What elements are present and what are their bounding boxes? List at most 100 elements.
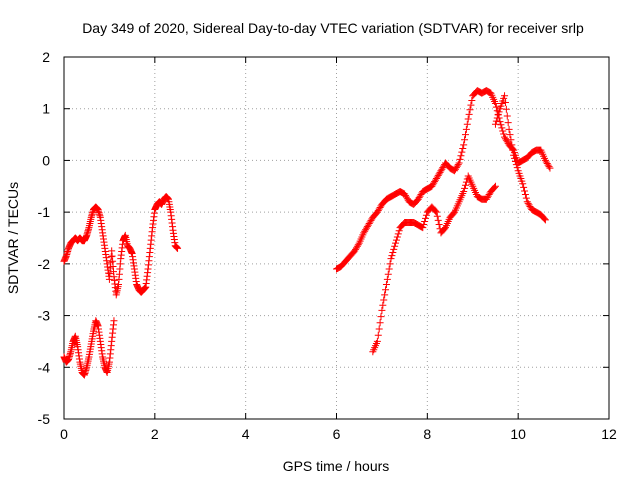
data-point xyxy=(393,233,401,241)
data-point xyxy=(508,141,516,149)
x-tick-label: 4 xyxy=(242,426,250,442)
data-point xyxy=(354,241,362,249)
data-point xyxy=(511,154,519,162)
data-point xyxy=(382,281,390,289)
data-point xyxy=(430,179,438,187)
data-point xyxy=(414,195,422,203)
data-point xyxy=(433,212,441,220)
data-point xyxy=(453,162,461,170)
data-point xyxy=(435,221,443,229)
data-point xyxy=(496,118,504,126)
data-point xyxy=(461,181,469,189)
data-point xyxy=(460,141,468,149)
x-tick-label: 8 xyxy=(423,426,431,442)
data-point xyxy=(376,319,384,327)
y-tick-label: -3 xyxy=(38,308,51,324)
data-point xyxy=(432,207,440,215)
data-point xyxy=(485,191,493,199)
data-point xyxy=(451,165,459,173)
series-srlp-b xyxy=(60,317,118,379)
data-point xyxy=(541,215,549,223)
x-tick-label: 10 xyxy=(510,426,526,442)
data-point xyxy=(432,208,440,216)
data-point xyxy=(363,223,371,231)
y-tick-label: -4 xyxy=(38,359,51,375)
data-point xyxy=(458,148,466,156)
data-points xyxy=(60,87,554,379)
data-point xyxy=(373,208,381,216)
data-point xyxy=(402,192,410,200)
x-tick-label: 12 xyxy=(601,426,617,442)
data-point xyxy=(492,117,500,125)
data-point xyxy=(367,216,375,224)
y-tick-label: 1 xyxy=(42,101,50,117)
data-point xyxy=(502,136,510,144)
data-point xyxy=(362,224,370,232)
chart-title: Day 349 of 2020, Sidereal Day-to-day VTE… xyxy=(82,20,584,36)
data-point xyxy=(543,160,551,168)
data-point xyxy=(545,163,553,171)
data-point xyxy=(456,155,464,163)
data-point xyxy=(493,114,501,122)
data-point xyxy=(353,242,361,250)
data-point xyxy=(546,164,554,172)
data-point xyxy=(511,157,519,165)
data-point xyxy=(434,171,442,179)
data-point xyxy=(457,152,465,160)
data-point xyxy=(505,125,513,133)
data-point xyxy=(432,175,440,183)
data-point xyxy=(460,187,468,195)
data-point xyxy=(433,173,441,181)
series-srlp-d xyxy=(369,172,499,356)
data-point xyxy=(459,145,467,153)
data-point xyxy=(392,239,400,247)
data-point xyxy=(395,227,403,235)
data-point xyxy=(377,313,385,321)
data-point xyxy=(383,275,391,283)
data-point xyxy=(541,216,549,224)
data-point xyxy=(366,218,374,226)
data-point xyxy=(526,202,534,210)
data-point xyxy=(422,211,430,219)
data-point xyxy=(452,164,460,172)
data-point xyxy=(521,191,529,199)
data-point xyxy=(454,161,462,169)
data-point xyxy=(378,306,386,314)
data-point xyxy=(386,260,394,268)
data-point xyxy=(352,245,360,253)
data-point xyxy=(381,291,389,299)
data-point xyxy=(110,317,118,325)
data-point xyxy=(435,170,443,178)
data-point xyxy=(431,178,439,186)
data-point xyxy=(501,99,509,107)
data-point xyxy=(432,176,440,184)
data-point xyxy=(512,161,520,169)
data-point xyxy=(375,325,383,333)
data-point xyxy=(451,167,459,175)
data-point xyxy=(434,216,442,224)
data-point xyxy=(500,130,508,138)
data-point xyxy=(385,265,393,273)
data-point xyxy=(507,136,515,144)
data-point xyxy=(373,337,381,345)
data-point xyxy=(465,110,473,118)
data-point xyxy=(394,230,402,238)
data-point xyxy=(506,131,514,139)
data-point xyxy=(544,161,552,169)
data-point xyxy=(468,96,476,104)
y-tick-label: -1 xyxy=(38,204,51,220)
data-point xyxy=(428,182,436,190)
data-point xyxy=(391,242,399,250)
data-point xyxy=(387,255,395,263)
data-point xyxy=(499,127,507,135)
data-point xyxy=(466,106,474,114)
data-point xyxy=(439,164,447,172)
data-point xyxy=(464,115,472,123)
data-point xyxy=(362,226,370,234)
data-point xyxy=(513,164,521,172)
data-point xyxy=(441,225,449,233)
y-tick-label: 0 xyxy=(42,152,50,168)
data-point xyxy=(494,111,502,119)
data-point xyxy=(502,105,510,113)
data-point xyxy=(365,220,373,228)
